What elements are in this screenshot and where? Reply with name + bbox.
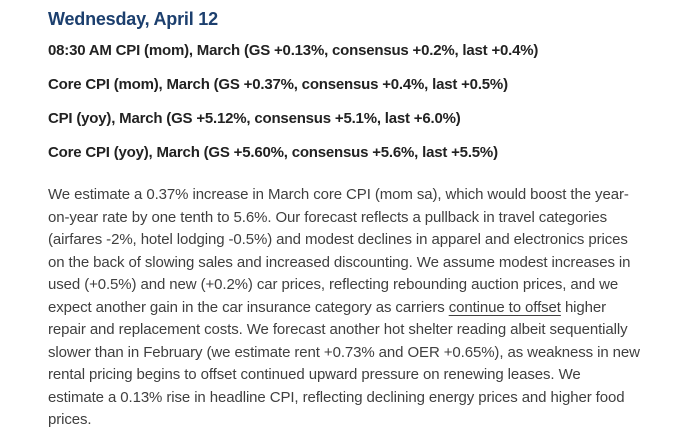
date-heading: Wednesday, April 12 (48, 9, 218, 29)
forecast-commentary: We estimate a 0.37% increase in March co… (48, 184, 640, 427)
release-line-core-cpi-yoy: Core CPI (yoy), March (GS +5.60%, consen… (48, 144, 498, 161)
release-line-core-cpi-mom: Core CPI (mom), March (GS +0.37%, consen… (48, 76, 508, 93)
commentary-text-after: higher repair and replacement costs. We … (48, 298, 640, 427)
commentary-text-before: We estimate a 0.37% increase in March co… (48, 186, 631, 316)
commentary-underlined-phrase: continue to offset (448, 298, 561, 316)
release-line-cpi-yoy: CPI (yoy), March (GS +5.12%, consensus +… (48, 110, 461, 127)
data-release-list: 08:30 AM CPI (mom), March (GS +0.13%, co… (48, 41, 638, 163)
release-line-cpi-mom: 08:30 AM CPI (mom), March (GS +0.13%, co… (48, 42, 539, 59)
